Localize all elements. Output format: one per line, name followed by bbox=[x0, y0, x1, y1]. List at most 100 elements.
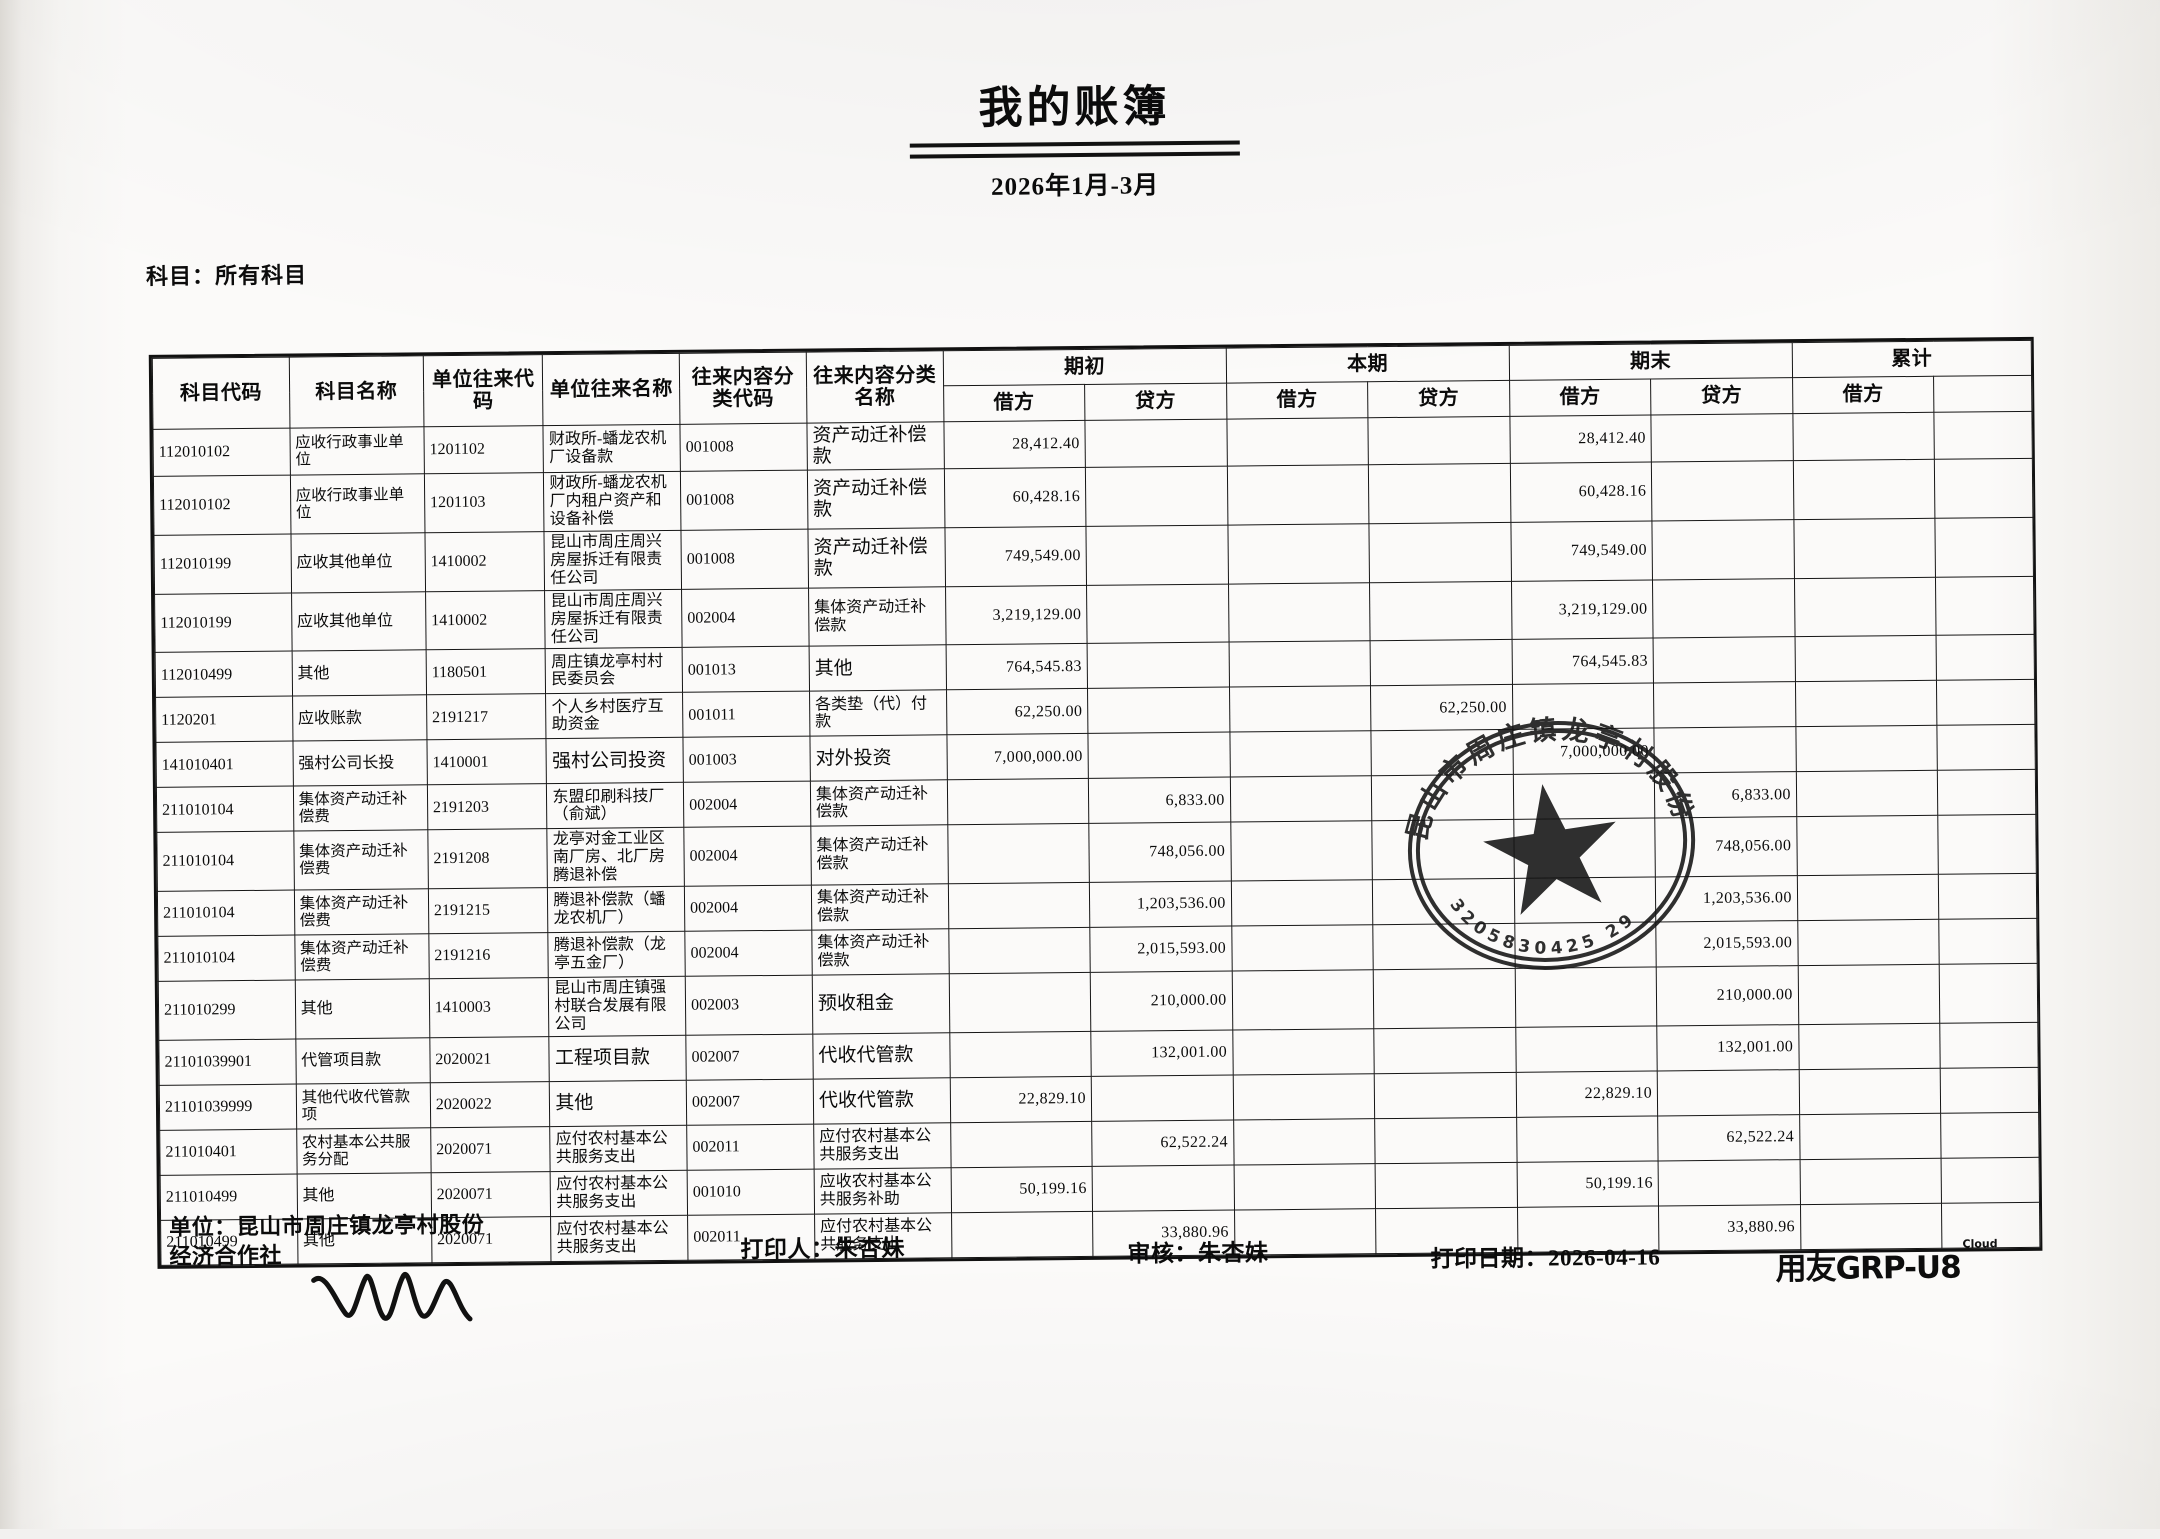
cell-current-debit bbox=[1231, 879, 1373, 927]
cell-subject-code: 211010401 bbox=[159, 1128, 297, 1176]
cell-closing-credit bbox=[1657, 1069, 1800, 1116]
cell-opening-credit bbox=[1085, 466, 1228, 527]
cell-party-name: 龙亭对金工业区南厂房、北厂房腾退补偿 bbox=[547, 827, 685, 888]
cell-content-class-code: 001008 bbox=[679, 422, 808, 472]
cell-current-debit bbox=[1229, 731, 1372, 778]
cell-subject-name: 应收行政事业单位 bbox=[289, 426, 425, 476]
cell-current-credit bbox=[1368, 416, 1511, 466]
cell-subject-name: 强村公司长投 bbox=[292, 740, 428, 787]
cell-closing-credit bbox=[1652, 519, 1795, 580]
cell-current-credit bbox=[1374, 1072, 1517, 1119]
cell-current-credit bbox=[1369, 522, 1512, 583]
cell-subject-code: 112010499 bbox=[155, 651, 293, 698]
cell-subject-code: 112010199 bbox=[153, 534, 292, 595]
cell-cumulative-extra bbox=[1938, 873, 2037, 920]
cell-closing-credit: 748,056.00 bbox=[1655, 817, 1798, 878]
cell-content-class-code: 002004 bbox=[683, 826, 812, 887]
cell-opening-credit bbox=[1091, 1074, 1234, 1122]
cell-cumulative-extra bbox=[1936, 634, 2035, 681]
subject-filter-label: 科目：所有科目 bbox=[145, 262, 308, 289]
cell-party-code: 1410003 bbox=[429, 977, 550, 1038]
cell-opening-debit: 60,428.16 bbox=[943, 467, 1087, 528]
cell-cumulative-debit bbox=[1797, 874, 1940, 921]
cell-opening-credit: 62,522.24 bbox=[1091, 1119, 1234, 1167]
cell-current-debit bbox=[1232, 1073, 1375, 1120]
page-title: 我的账簿 bbox=[978, 81, 1171, 134]
cell-subject-name: 其他 bbox=[294, 978, 430, 1039]
cell-closing-debit bbox=[1513, 818, 1656, 879]
th-party-name: 单位往来名称 bbox=[542, 353, 680, 426]
cell-content-class-name: 集体资产动迁补偿款 bbox=[811, 928, 949, 976]
th-opening-credit: 贷方 bbox=[1084, 383, 1227, 421]
cell-closing-debit bbox=[1515, 1025, 1658, 1073]
cell-opening-debit: 764,545.83 bbox=[945, 643, 1088, 691]
cell-cumulative-extra bbox=[1935, 576, 2035, 636]
cell-closing-debit: 3,219,129.00 bbox=[1511, 579, 1654, 640]
cell-content-class-code: 001008 bbox=[680, 470, 808, 531]
cell-current-debit bbox=[1229, 686, 1372, 733]
cell-cumulative-extra bbox=[1934, 458, 2033, 519]
th-opening-debit: 借方 bbox=[943, 384, 1086, 422]
ledger-table: 科目代码 科目名称 单位往来代码 单位往来名称 往来内容分类代码 往来内容分类名… bbox=[152, 340, 2041, 1266]
cell-opening-debit bbox=[948, 972, 1091, 1033]
cell-subject-code: 211010104 bbox=[157, 935, 295, 982]
cell-party-name: 财政所-蟠龙农机厂设备款 bbox=[543, 424, 681, 473]
cell-cumulative-extra bbox=[1937, 769, 2036, 816]
cell-party-code: 2191208 bbox=[427, 829, 548, 889]
cell-content-class-name: 集体资产动迁补偿款 bbox=[810, 780, 948, 827]
th-content-class-code: 往来内容分类代码 bbox=[679, 352, 807, 425]
cell-subject-name: 其他代收代管款项 bbox=[295, 1082, 431, 1129]
cell-subject-name: 农村基本公共服务分配 bbox=[296, 1127, 431, 1174]
cell-party-name: 东盟印刷科技厂（俞斌） bbox=[546, 782, 684, 830]
cell-content-class-name: 其他 bbox=[809, 645, 947, 692]
cell-closing-credit bbox=[1651, 460, 1794, 522]
cell-opening-debit: 3,219,129.00 bbox=[945, 585, 1088, 646]
cell-opening-credit bbox=[1085, 418, 1228, 468]
th-subject-code: 科目代码 bbox=[152, 357, 290, 430]
cell-closing-debit bbox=[1514, 877, 1657, 924]
cell-subject-name: 应收行政事业单位 bbox=[290, 474, 425, 535]
cell-content-class-name: 各类垫（代）付款 bbox=[809, 690, 947, 737]
cell-subject-code: 21101039999 bbox=[159, 1083, 297, 1131]
cell-cumulative-extra bbox=[1939, 918, 2038, 965]
cell-current-credit bbox=[1373, 968, 1516, 1029]
cell-cumulative-debit bbox=[1798, 1068, 1941, 1115]
cell-party-code: 1410002 bbox=[425, 590, 546, 651]
cell-party-name: 其他 bbox=[549, 1080, 687, 1127]
cell-subject-code: 211010299 bbox=[158, 980, 296, 1041]
cell-party-code: 2020022 bbox=[430, 1081, 551, 1128]
cell-content-class-name: 集体资产动迁补偿款 bbox=[810, 825, 948, 886]
cell-cumulative-debit bbox=[1796, 815, 1939, 876]
cell-closing-debit: 7,000,000.00 bbox=[1512, 728, 1655, 775]
cell-current-debit bbox=[1231, 924, 1374, 972]
cell-cumulative-extra bbox=[1938, 814, 2037, 875]
cell-content-class-code: 002003 bbox=[685, 975, 813, 1036]
cell-closing-credit: 6,833.00 bbox=[1654, 772, 1797, 819]
cell-subject-code: 1120201 bbox=[155, 696, 293, 743]
cell-cumulative-debit bbox=[1795, 680, 1938, 728]
cell-closing-debit: 28,412.40 bbox=[1509, 414, 1652, 464]
cell-cumulative-extra bbox=[1940, 1067, 2039, 1114]
cell-current-credit bbox=[1374, 1117, 1517, 1164]
table-body: 112010102 应收行政事业单位 1201102 财政所-蟠龙农机厂设备款 0010… bbox=[152, 411, 2040, 1266]
cell-current-credit bbox=[1371, 729, 1514, 777]
th-cumulative-extra bbox=[1933, 375, 2032, 413]
cell-current-credit bbox=[1369, 581, 1512, 642]
cell-closing-debit: 749,549.00 bbox=[1510, 521, 1653, 582]
cell-party-name: 昆山市周庄镇强村联合发展有限公司 bbox=[548, 976, 686, 1037]
cell-cumulative-debit bbox=[1793, 518, 1936, 579]
cell-content-class-code: 002004 bbox=[683, 781, 811, 828]
th-content-class-name: 往来内容分类名称 bbox=[806, 350, 944, 423]
cell-content-class-code: 001008 bbox=[681, 529, 809, 590]
cell-subject-name: 代管项目款 bbox=[295, 1037, 431, 1084]
cell-cumulative-extra bbox=[1940, 1022, 2039, 1069]
th-closing-credit: 贷方 bbox=[1650, 378, 1793, 415]
cell-party-name: 个人乡村医疗互助资金 bbox=[545, 692, 684, 740]
cell-subject-name: 其他 bbox=[291, 650, 427, 697]
cell-content-class-code: 002004 bbox=[681, 587, 810, 648]
cell-current-debit bbox=[1232, 1028, 1375, 1075]
cell-opening-debit bbox=[947, 823, 1090, 884]
cell-cumulative-extra bbox=[1936, 679, 2035, 726]
cell-subject-code: 141010401 bbox=[155, 741, 294, 788]
cell-closing-debit bbox=[1516, 1115, 1659, 1163]
